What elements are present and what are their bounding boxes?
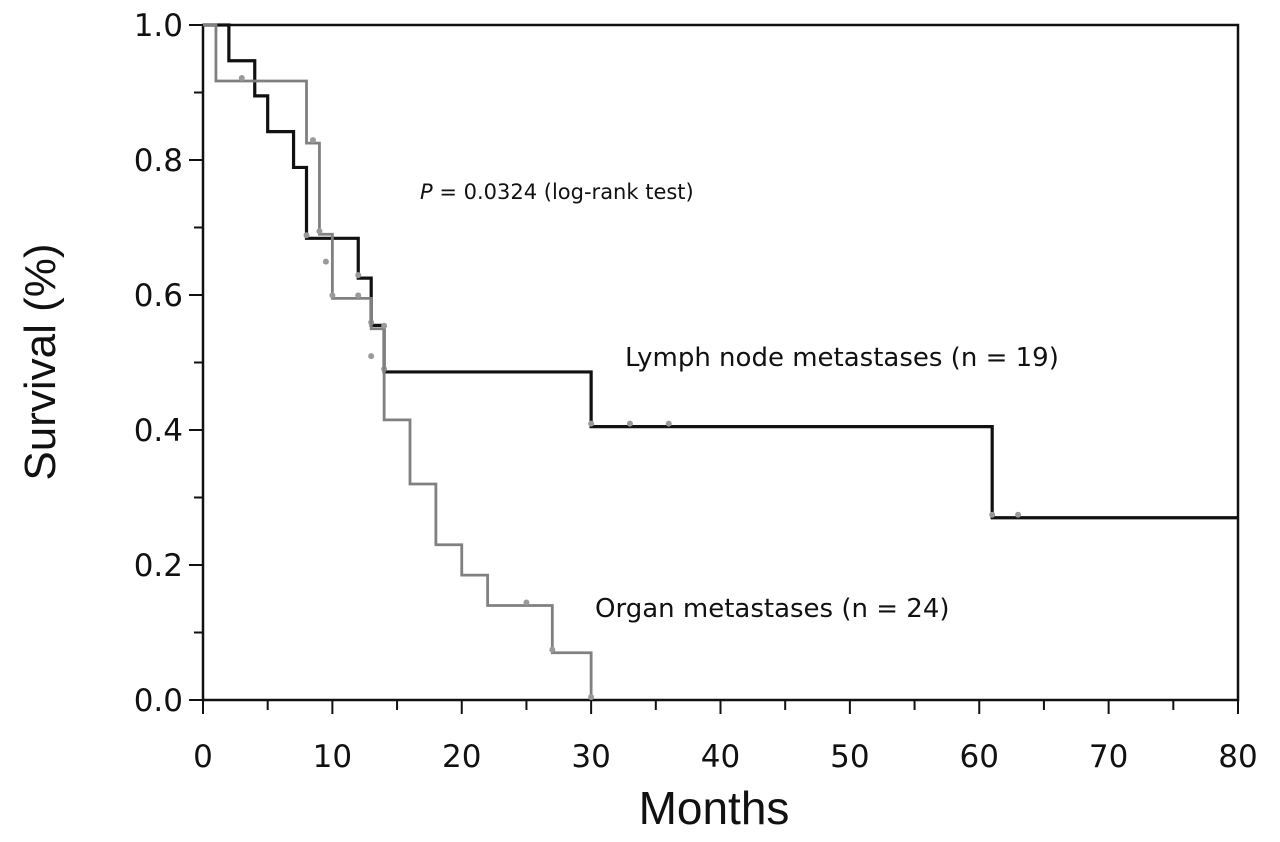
censor-mark-lymph-node bbox=[1015, 511, 1022, 518]
x-tick-label: 10 bbox=[313, 739, 352, 775]
censor-mark-lymph-node bbox=[989, 511, 996, 518]
x-tick-label: 80 bbox=[1218, 739, 1257, 775]
y-tick-label: 0.6 bbox=[134, 278, 183, 314]
censor-mark-lymph-node bbox=[588, 420, 595, 427]
censor-mark-lymph-node bbox=[303, 232, 310, 239]
censor-mark-organ bbox=[329, 292, 336, 299]
x-axis-tick-labels: 0 10 20 30 40 50 60 70 80 bbox=[193, 739, 1258, 775]
censor-mark-organ bbox=[316, 228, 323, 235]
x-tick-label: 60 bbox=[960, 739, 999, 775]
censor-mark-organ bbox=[549, 646, 556, 653]
series-label-organ: Organ metastases (n = 24) bbox=[595, 594, 950, 624]
p-value-annotation: P = 0.0324 (log-rank test) bbox=[420, 180, 694, 204]
x-tick-label: 40 bbox=[701, 739, 740, 775]
x-tick-label: 20 bbox=[442, 739, 481, 775]
censor-mark-organ bbox=[309, 137, 316, 144]
y-tick-label: 1.0 bbox=[134, 8, 183, 44]
censor-mark-organ bbox=[523, 599, 530, 606]
x-tick-label: 50 bbox=[830, 739, 869, 775]
curve-lymph-node bbox=[203, 23, 1238, 520]
censor-mark-organ bbox=[322, 258, 329, 265]
censor-mark-organ bbox=[588, 694, 595, 700]
censor-mark-organ bbox=[238, 75, 245, 82]
y-tick-label: 0.2 bbox=[134, 548, 183, 584]
x-tick-label: 0 bbox=[193, 739, 213, 775]
x-axis-title: Months bbox=[639, 782, 790, 834]
x-tick-label: 30 bbox=[571, 739, 610, 775]
y-tick-label: 0.4 bbox=[134, 413, 183, 449]
x-tick-label: 70 bbox=[1089, 739, 1128, 775]
series-label-lymph-node: Lymph node metastases (n = 19) bbox=[625, 343, 1059, 373]
censor-mark-organ bbox=[381, 322, 388, 329]
censor-mark-organ bbox=[368, 353, 375, 360]
censor-mark-lymph-node bbox=[355, 272, 362, 279]
y-axis-tick-labels: 0.0 0.2 0.4 0.6 0.8 1.0 bbox=[134, 8, 183, 719]
y-axis-ticks bbox=[189, 24, 203, 701]
censor-mark-lymph-node bbox=[626, 420, 633, 427]
censor-mark-lymph-node bbox=[665, 420, 672, 427]
y-tick-label: 0.8 bbox=[134, 143, 183, 179]
y-axis-title: Survival (%) bbox=[16, 243, 65, 480]
x-axis-ticks bbox=[202, 700, 1239, 714]
p-value-text: = 0.0324 (log-rank test) bbox=[433, 180, 694, 204]
censor-mark-organ bbox=[355, 292, 362, 299]
series-layer bbox=[203, 23, 1238, 700]
y-tick-label: 0.0 bbox=[134, 683, 183, 719]
p-value-symbol: P bbox=[420, 180, 433, 204]
curve-organ bbox=[203, 23, 593, 700]
